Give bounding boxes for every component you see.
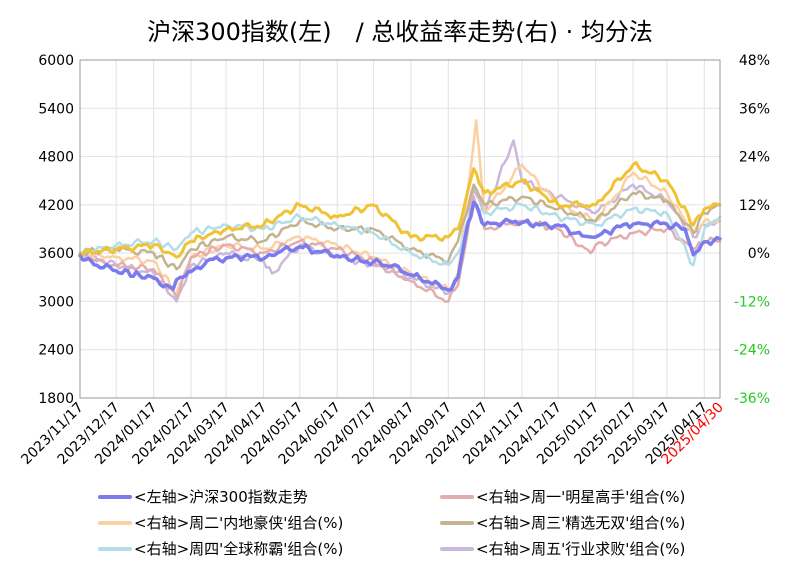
left-tick-label: 4200 xyxy=(38,198,74,214)
series-line xyxy=(78,202,722,267)
plot-frame xyxy=(79,59,721,399)
legend-label: <右轴>周三'精选无双'组合(%) xyxy=(476,514,685,532)
legend-label: <左轴>沪深300指数走势 xyxy=(134,488,308,506)
right-tick-label: 12% xyxy=(739,198,770,214)
legend-label: <右轴>周五'行业求败'组合(%) xyxy=(476,540,685,558)
legend: <左轴>沪深300指数走势 <右轴>周一'明星高手'组合(%) <右轴>周二'内地豪… xyxy=(98,488,685,558)
left-tick-label: 6000 xyxy=(38,53,74,69)
x-axis: 2023/11/172023/12/172024/01/172024/02/17… xyxy=(18,400,726,468)
right-axis: 48% 36% 24% 12% 0% -12% -24% -36% xyxy=(734,53,770,407)
left-tick-label: 4800 xyxy=(38,150,74,166)
legend-label: <右轴>周四'全球称霸'组合(%) xyxy=(134,540,343,558)
right-tick-label: 24% xyxy=(739,150,770,166)
right-tick-label: -24% xyxy=(734,343,770,359)
series-line xyxy=(78,195,722,303)
series-line xyxy=(78,183,722,271)
series-line xyxy=(78,160,722,259)
left-tick-label: 5400 xyxy=(38,101,74,117)
left-axis: 6000 5400 4800 4200 3600 3000 2400 1800 xyxy=(38,53,74,407)
right-tick-label: -12% xyxy=(734,294,770,310)
right-tick-label: -36% xyxy=(734,391,770,407)
left-tick-label: 1800 xyxy=(38,391,74,407)
left-tick-label: 3000 xyxy=(38,294,74,310)
legend-label: <右轴>周二'内地豪侠'组合(%) xyxy=(134,514,343,532)
left-tick-label: 3600 xyxy=(38,246,74,262)
chart-title: 沪深300指数(左) / 总收益率走势(右) · 均分法 xyxy=(147,18,653,46)
series-line xyxy=(78,200,722,292)
right-tick-label: 0% xyxy=(748,246,770,262)
legend-label: <右轴>周一'明星高手'组合(%) xyxy=(476,488,685,506)
left-tick-label: 2400 xyxy=(38,343,74,359)
right-tick-label: 48% xyxy=(739,53,770,69)
right-tick-label: 36% xyxy=(739,101,770,117)
series-layer xyxy=(78,119,722,303)
